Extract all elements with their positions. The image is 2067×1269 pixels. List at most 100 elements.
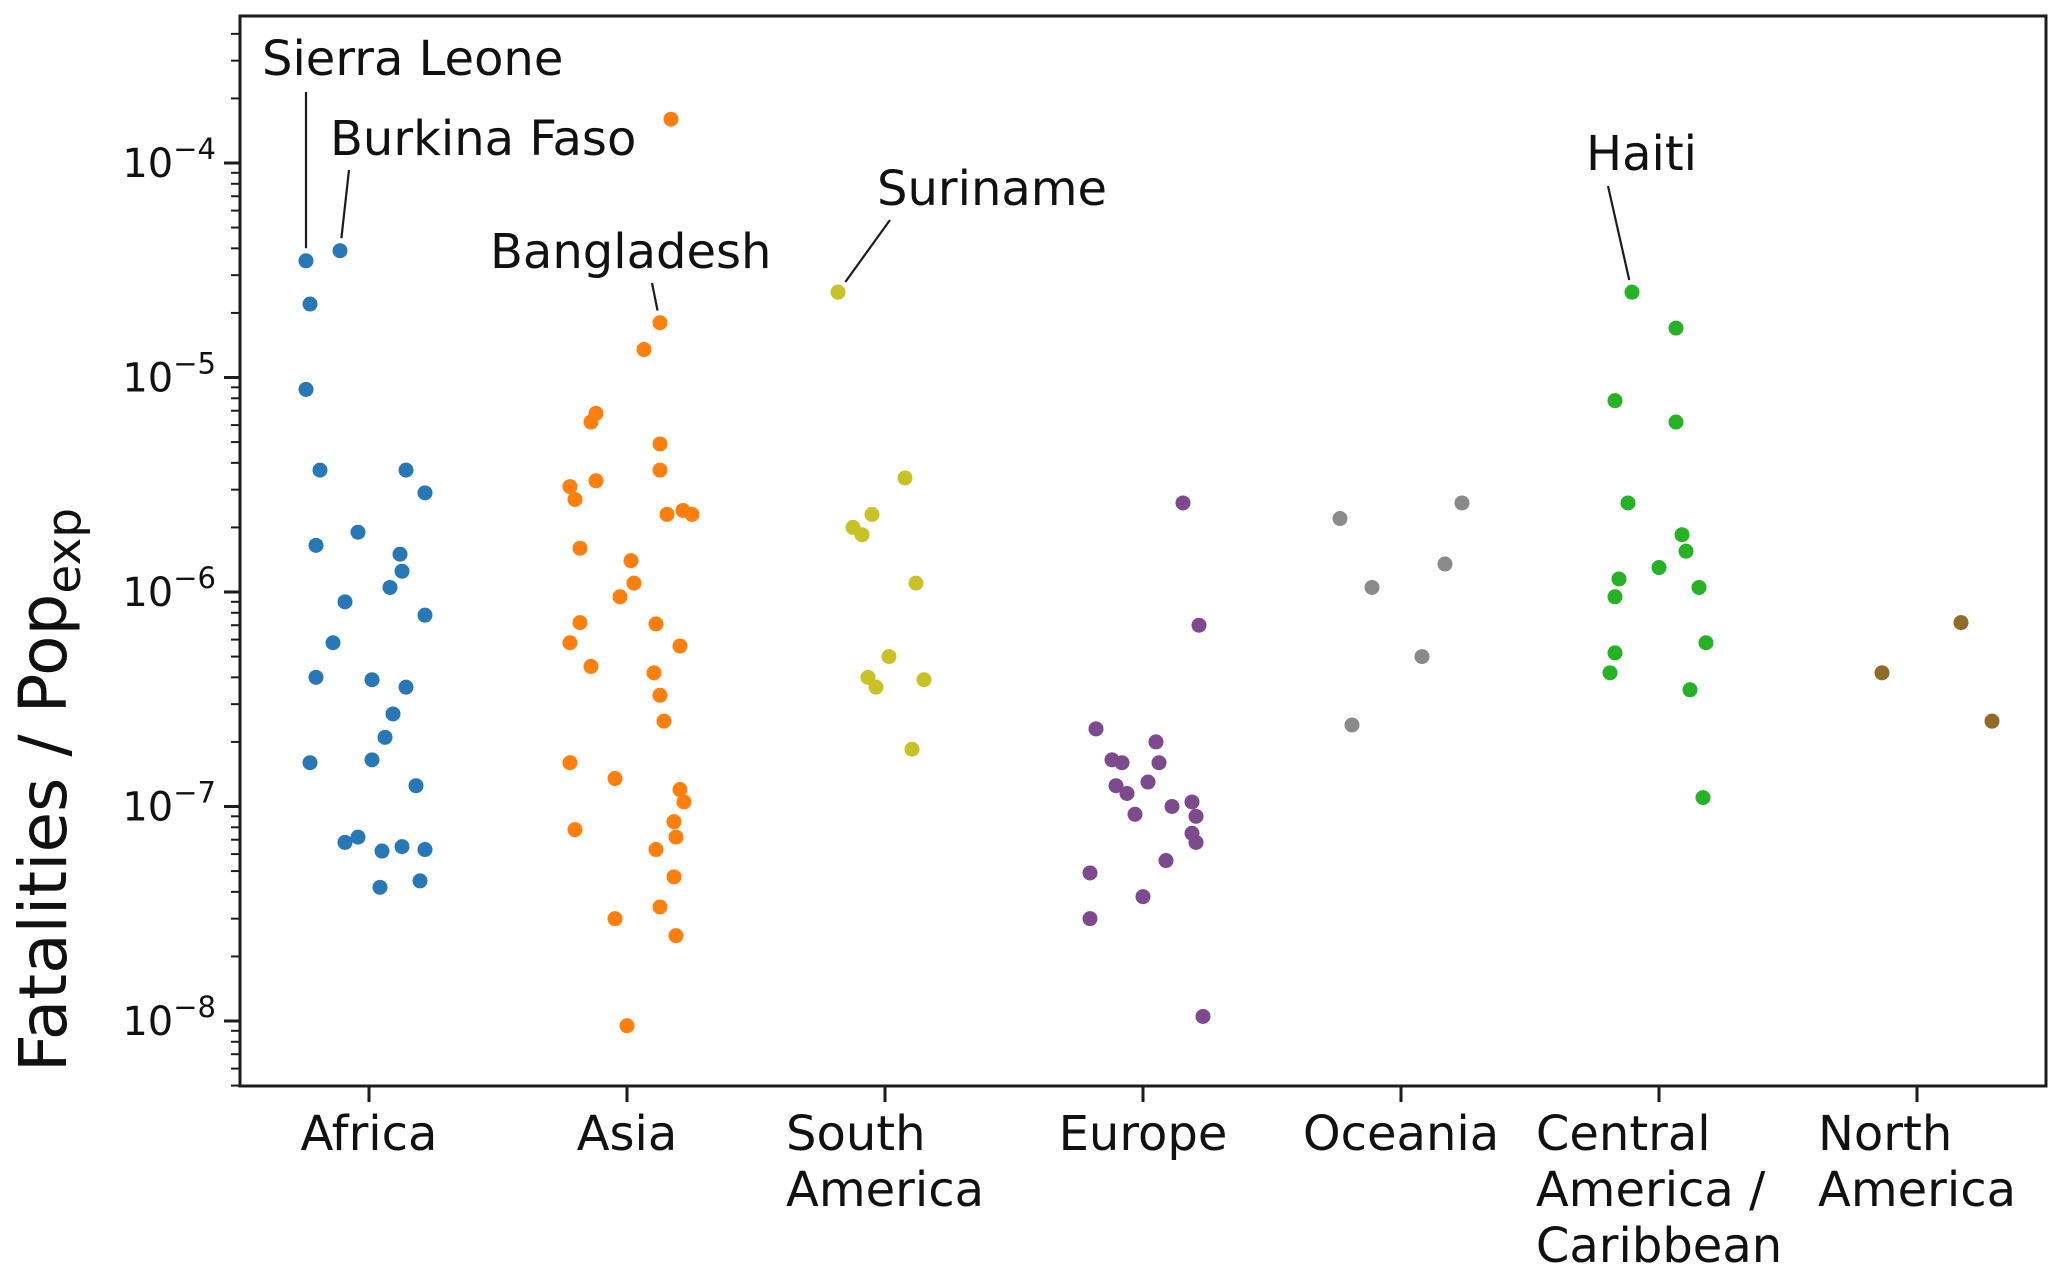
data-point-central-america-caribbean [1607,589,1623,605]
data-point-central-america-caribbean [1607,645,1623,661]
data-point-asia [652,462,668,478]
data-point-oceania [1454,495,1470,511]
data-point-asia [567,822,583,838]
data-point-asia [663,111,679,127]
data-point-asia [666,869,682,885]
data-point-europe [1082,865,1098,881]
data-point-africa [394,839,410,855]
points-europe [1082,495,1211,1024]
annotation-line [844,219,891,283]
data-point-asia [666,814,682,830]
data-point-africa [398,679,414,695]
data-point-central-america-caribbean [1602,665,1618,681]
data-point-asia [684,506,700,522]
data-point-africa [385,706,401,722]
data-point-central-america-caribbean [1678,543,1694,559]
data-point-central-america-caribbean [1651,560,1667,576]
annotation-label: Sierra Leone [262,31,563,87]
data-point-asia [588,473,604,489]
annotation-haiti: Haiti [1586,126,1697,281]
data-point-africa [298,253,314,269]
data-point-south-america [897,470,913,486]
x-tick-label-oceania: Oceania [1303,1106,1499,1162]
data-point-europe [1148,734,1164,750]
data-point-africa [308,537,324,553]
y-tick-label: 10−6 [122,561,216,616]
data-point-central-america-caribbean [1674,527,1690,543]
annotation-line [650,282,659,311]
points-oceania [1332,495,1470,733]
data-point-asia [646,665,662,681]
data-point-north-america [1953,615,1969,631]
data-point-europe [1195,1008,1211,1024]
annotation-bangladesh: Bangladesh [490,224,771,311]
annotation-label: Haiti [1586,126,1697,182]
data-point-central-america-caribbean [1668,320,1684,336]
data-point-africa [302,296,318,312]
data-point-europe [1151,755,1167,771]
points-africa [298,243,433,895]
data-point-asia [562,479,578,495]
data-point-europe [1175,495,1191,511]
data-point-asia [607,771,623,787]
points-central-america-caribbean [1602,284,1714,806]
plot-border [238,14,2048,1088]
x-tick-label-north-america: North America [1818,1106,2016,1218]
data-point-south-america [916,672,932,688]
data-point-asia [652,436,668,452]
data-point-north-america [1874,665,1890,681]
data-point-asia [562,635,578,651]
data-point-asia [626,575,642,591]
data-point-asia [652,315,668,331]
x-axis: Africa Asia South America Europe Oceania Centr… [301,1086,2016,1269]
y-tick-label: 10−8 [122,990,216,1045]
data-point-africa [417,842,433,858]
data-point-central-america-caribbean [1698,635,1714,651]
data-point-europe [1127,806,1143,822]
data-point-south-america [904,741,920,757]
data-point-south-america [854,527,870,543]
x-tick-label-europe: Europe [1059,1106,1228,1162]
data-point-asia [567,491,583,507]
annotation-line [1606,185,1631,281]
data-point-oceania [1332,511,1348,527]
data-point-asia [656,713,672,729]
data-point-africa [417,485,433,501]
data-point-africa [364,672,380,688]
data-point-africa [308,669,324,685]
data-point-europe [1140,774,1156,790]
data-point-central-america-caribbean [1624,284,1640,300]
data-point-central-america-caribbean [1607,393,1623,409]
data-point-oceania [1364,579,1380,595]
data-point-asia [583,414,599,430]
data-point-europe [1188,808,1204,824]
y-tick-label: 10−4 [122,132,216,187]
x-tick-label-asia: Asia [577,1106,678,1162]
data-point-africa [417,607,433,623]
data-point-africa [398,462,414,478]
data-point-central-america-caribbean [1695,790,1711,806]
data-point-asia [572,615,588,631]
annotation-label: Bangladesh [490,224,771,280]
data-point-europe [1119,785,1135,801]
y-axis-label: Fatalities / Popexp [5,508,92,1072]
data-point-asia [623,553,639,569]
data-point-europe [1158,853,1174,869]
data-point-asia [648,842,664,858]
data-point-central-america-caribbean [1668,414,1684,430]
data-point-africa [374,843,390,859]
data-point-africa [337,834,353,850]
annotation-label: Suriname [877,161,1107,217]
data-point-central-america-caribbean [1620,495,1636,511]
data-point-africa [412,873,428,889]
data-point-asia [659,506,675,522]
data-point-asia [583,658,599,674]
data-point-south-america [881,649,897,665]
data-point-africa [377,729,393,745]
x-tick-label-central-america-caribbean: Central America / Caribbean [1536,1106,1782,1269]
data-point-north-america [1984,713,2000,729]
annotation-label: Burkina Faso [330,111,636,167]
data-point-africa [350,524,366,540]
annotation-sierra-leone: Sierra Leone [262,31,563,249]
